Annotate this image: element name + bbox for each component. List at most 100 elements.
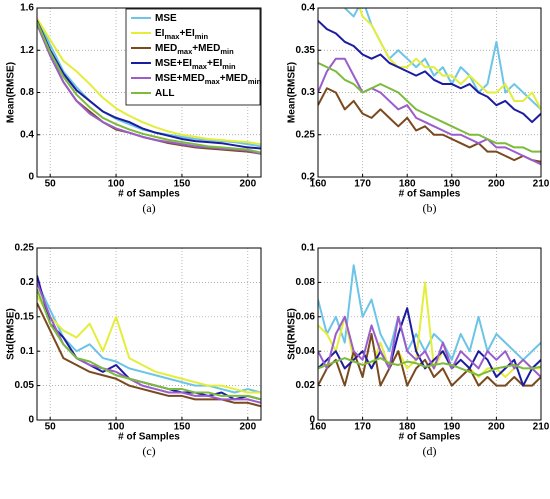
series-line <box>318 307 541 387</box>
legend-subscript: max <box>177 47 193 56</box>
y-tick-label: 0.25 <box>15 243 35 254</box>
y-tick-label: 1.2 <box>20 45 34 56</box>
series-line <box>318 87 541 163</box>
series-line <box>37 281 261 394</box>
legend-text: EI <box>155 28 165 39</box>
y-tick-label: 0.1 <box>301 243 315 254</box>
x-tick-label: 50 <box>45 179 57 190</box>
legend-label: MEDmax+MEDmin <box>155 43 234 56</box>
x-tick-label: 160 <box>310 179 327 190</box>
series-line <box>37 288 261 401</box>
series-line <box>318 357 541 377</box>
x-tick-label: 210 <box>533 422 550 433</box>
x-axis-label: # of Samples <box>118 189 180 200</box>
y-tick-label: 0.1 <box>20 346 34 357</box>
legend-label: ALL <box>155 88 174 99</box>
x-tick-label: 180 <box>399 179 416 190</box>
legend-text: +EI <box>207 58 223 69</box>
series-line <box>318 333 541 387</box>
y-tick-label: 0.3 <box>301 87 315 98</box>
series-line <box>37 23 261 155</box>
y-tick-label: 0.35 <box>296 45 316 56</box>
x-tick-label: 200 <box>239 422 256 433</box>
legend-text: +EI <box>179 28 195 39</box>
x-tick-label: 190 <box>443 179 460 190</box>
x-axis-label: # of Samples <box>118 432 180 443</box>
y-tick-label: 0.06 <box>296 311 316 322</box>
series-line <box>318 315 541 378</box>
legend-text: MED <box>155 43 177 54</box>
legend-box <box>125 8 261 106</box>
x-tick-label: 200 <box>239 179 256 190</box>
panel-label: (b) <box>423 201 437 215</box>
series-line <box>343 8 541 110</box>
y-tick-label: 0.04 <box>296 346 316 357</box>
series-line <box>37 18 261 146</box>
y-tick-label: 0 <box>28 172 34 183</box>
y-axis-label: Mean(RMSE) <box>287 62 298 123</box>
y-tick-label: 0.2 <box>301 172 315 183</box>
y-tick-label: 0.05 <box>15 380 35 391</box>
x-axis-label: # of Samples <box>399 432 461 443</box>
x-tick-label: 180 <box>399 422 416 433</box>
legend-subscript: max <box>164 32 180 41</box>
legend-subscript: min <box>248 77 262 86</box>
x-tick-label: 200 <box>488 422 505 433</box>
x-tick-label: 170 <box>354 422 371 433</box>
legend-text: ALL <box>155 88 174 99</box>
y-tick-label: 0.2 <box>20 277 34 288</box>
x-tick-label: 150 <box>174 179 191 190</box>
axes-frame <box>36 247 262 421</box>
series-line <box>318 62 541 153</box>
x-tick-label: 150 <box>174 422 191 433</box>
y-tick-label: 0.8 <box>20 87 34 98</box>
x-tick-label: 160 <box>310 422 327 433</box>
axes-frame <box>317 247 542 421</box>
series-line <box>318 264 541 361</box>
x-axis-label: # of Samples <box>399 189 461 200</box>
y-axis-label: Std(RMSE) <box>287 308 298 360</box>
legend-subscript: max <box>192 62 208 71</box>
legend-text: MSE <box>155 13 177 24</box>
legend-text: +MED <box>192 43 220 54</box>
series-line <box>318 57 541 166</box>
x-tick-label: 190 <box>443 422 460 433</box>
y-tick-label: 0 <box>28 415 34 426</box>
legend-label: MSE+EImax+EImin <box>155 58 236 71</box>
x-tick-label: 100 <box>108 179 125 190</box>
series-line <box>37 20 261 150</box>
y-axis-label: Mean(RMSE) <box>6 62 17 123</box>
series-line <box>318 19 541 124</box>
y-tick-label: 0.15 <box>15 311 35 322</box>
x-tick-label: 210 <box>533 179 550 190</box>
x-tick-label: 100 <box>108 422 125 433</box>
x-tick-label: 50 <box>45 422 57 433</box>
legend-subscript: min <box>195 32 209 41</box>
series-line <box>37 21 261 154</box>
series-line <box>37 295 261 394</box>
legend-label: MSE+MEDmax+MEDmin <box>155 73 262 86</box>
y-tick-label: 0 <box>309 415 315 426</box>
legend-subscript: max <box>205 77 221 86</box>
axes-frame <box>317 7 542 178</box>
x-tick-label: 200 <box>488 179 505 190</box>
x-tick-label: 170 <box>354 179 371 190</box>
legend-label: EImax+EImin <box>155 28 209 41</box>
legend-subscript: min <box>222 62 236 71</box>
panel-label: (c) <box>142 444 155 458</box>
y-tick-label: 1.6 <box>20 3 34 14</box>
y-tick-label: 0.25 <box>296 129 316 140</box>
y-tick-label: 0.4 <box>20 129 34 140</box>
y-tick-label: 0.02 <box>296 380 316 391</box>
y-tick-label: 0.4 <box>301 3 315 14</box>
panel-label: (a) <box>142 201 155 215</box>
legend-text: +MED <box>220 73 248 84</box>
legend-text: MSE+EI <box>155 58 192 69</box>
panel-label: (d) <box>423 444 437 458</box>
y-axis-label: Std(RMSE) <box>6 308 17 360</box>
axes-frame <box>36 7 262 178</box>
legend-subscript: min <box>220 47 234 56</box>
legend-text: MSE+MED <box>155 73 205 84</box>
y-tick-label: 0.08 <box>296 277 316 288</box>
